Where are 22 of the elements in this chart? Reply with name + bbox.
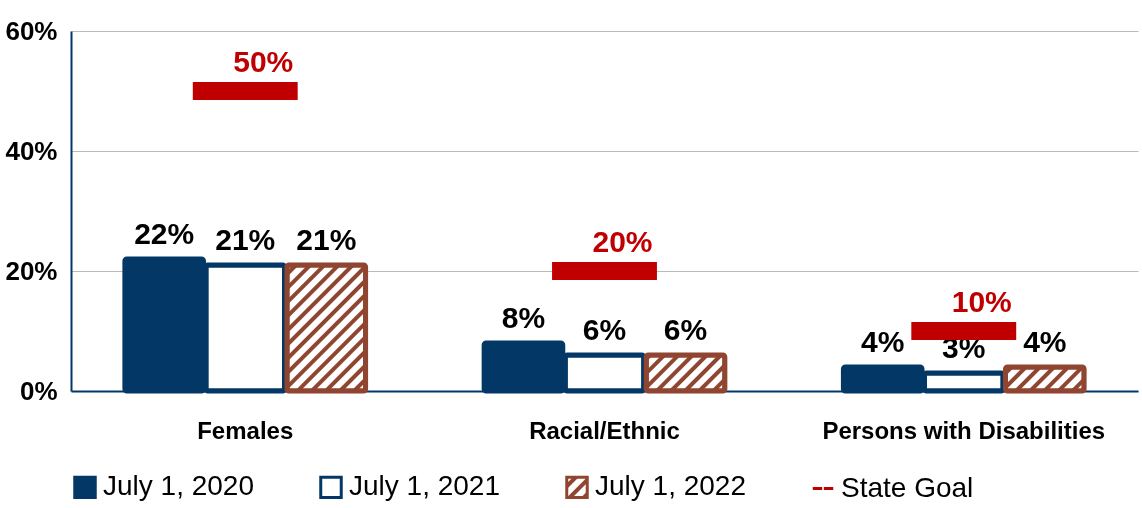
legend-label: July 1, 2021: [349, 470, 500, 502]
data-label: 8%: [501, 301, 546, 334]
legend-label: July 1, 2022: [595, 470, 746, 502]
data-label: 4%: [861, 325, 905, 358]
data-label: 10%: [951, 285, 1012, 318]
data-label: 6%: [582, 313, 627, 346]
data-label: 21%: [215, 223, 276, 256]
y-tick-label: 40%: [5, 135, 58, 166]
legend-label: July 1, 2020: [103, 470, 254, 502]
y-tick-label: 0%: [19, 375, 58, 406]
x-tick-label: Persons with Disabilities: [822, 416, 1106, 444]
data-label: 22%: [134, 217, 195, 250]
data-label: 6%: [663, 313, 708, 346]
y-tick-label: 60%: [5, 15, 58, 46]
x-tick-label: Females: [197, 416, 294, 444]
data-label: 20%: [592, 225, 653, 258]
x-tick-label: Racial/Ethnic: [529, 416, 680, 444]
data-label: 4%: [1023, 325, 1067, 358]
data-label: 50%: [233, 45, 294, 78]
y-tick-label: 20%: [5, 255, 58, 286]
legend-label: State Goal: [841, 471, 974, 503]
data-label: 21%: [296, 223, 357, 256]
